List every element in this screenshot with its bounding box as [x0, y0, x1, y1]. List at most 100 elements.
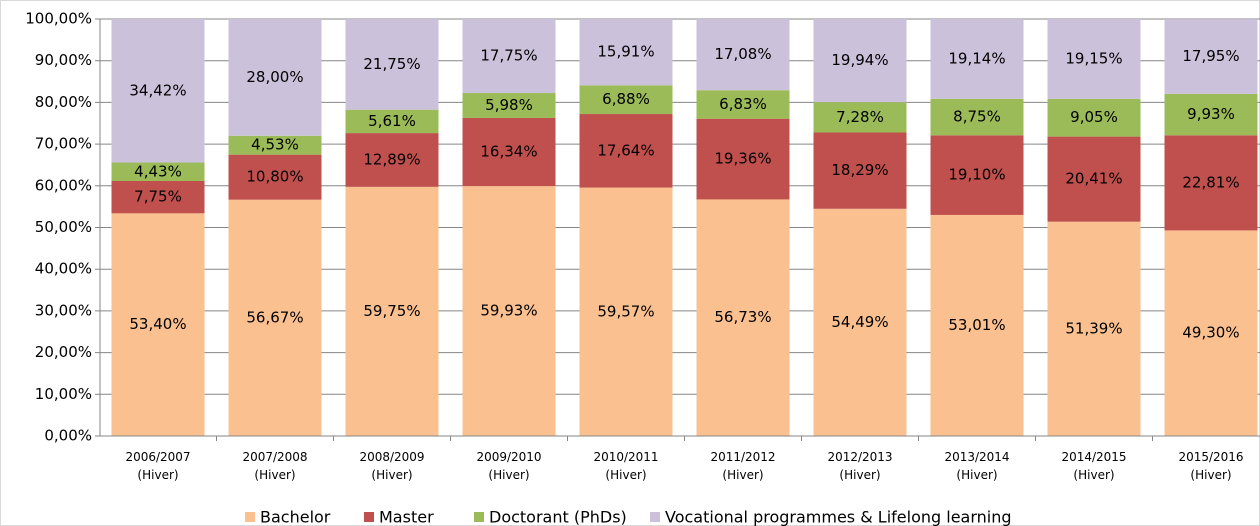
bar-segment	[813, 19, 907, 103]
data-label: 9,05%	[1070, 108, 1118, 126]
x-tick-label: 2014/2015 (Hiver)	[1061, 450, 1126, 482]
bar-segment	[813, 208, 907, 436]
bar-segment	[462, 19, 556, 94]
y-tick-label: 70,00%	[35, 135, 92, 153]
data-label: 17,75%	[480, 47, 537, 65]
data-label: 17,64%	[597, 141, 654, 159]
bar-segment	[462, 93, 556, 118]
data-label: 4,53%	[251, 136, 299, 154]
data-label: 6,83%	[719, 95, 767, 113]
data-label: 59,57%	[597, 302, 654, 320]
data-label: 34,42%	[129, 81, 186, 99]
x-tick-label: 2006/2007 (Hiver)	[125, 450, 190, 482]
data-label: 10,80%	[246, 168, 303, 186]
legend-swatch	[650, 512, 660, 522]
bar-segment	[228, 19, 322, 136]
y-tick-label: 30,00%	[35, 301, 92, 319]
data-label: 4,43%	[134, 162, 182, 180]
bar-segment	[579, 85, 673, 115]
bar-segment	[813, 102, 907, 133]
data-label: 53,01%	[948, 316, 1005, 334]
data-label: 19,15%	[1065, 49, 1122, 67]
bar-segment	[1047, 221, 1141, 436]
data-label: 56,67%	[246, 308, 303, 326]
data-label: 18,29%	[831, 161, 888, 179]
bar-segment	[579, 187, 673, 436]
bar-segment	[228, 135, 322, 155]
y-tick-label: 60,00%	[35, 176, 92, 194]
legend-label: Vocational programmes & Lifelong learnin…	[665, 508, 1012, 526]
bar-segment	[345, 19, 439, 110]
data-label: 7,75%	[134, 188, 182, 206]
bar-segment	[1047, 19, 1141, 99]
data-label: 15,91%	[597, 43, 654, 61]
y-tick-label: 90,00%	[35, 51, 92, 69]
data-label: 19,14%	[948, 49, 1005, 67]
bar-segment	[1164, 135, 1258, 231]
data-label: 6,88%	[602, 90, 650, 108]
data-label: 20,41%	[1065, 170, 1122, 188]
data-label: 9,93%	[1187, 105, 1235, 123]
bar-segment	[462, 186, 556, 436]
bar-segment	[1164, 19, 1258, 94]
data-label: 53,40%	[129, 315, 186, 333]
bar-segment	[696, 19, 790, 91]
bar-segment	[1047, 136, 1141, 222]
x-tick-label: 2015/2016 (Hiver)	[1178, 450, 1243, 482]
bar-segment	[579, 19, 673, 86]
x-tick-label: 2009/2010 (Hiver)	[476, 450, 541, 482]
bar-segment	[111, 213, 205, 436]
data-label: 17,95%	[1182, 47, 1239, 65]
bar-segment	[930, 19, 1024, 99]
data-label: 5,61%	[368, 112, 416, 130]
y-tick-label: 40,00%	[35, 260, 92, 278]
bar-segment	[111, 19, 205, 163]
bar-segment	[462, 117, 556, 187]
y-tick-label: 80,00%	[35, 93, 92, 111]
data-label: 21,75%	[363, 55, 420, 73]
y-tick-label: 0,00%	[44, 427, 92, 445]
legend-swatch	[474, 512, 484, 522]
data-label: 5,98%	[485, 96, 533, 114]
x-tick-label: 2011/2012 (Hiver)	[710, 450, 775, 482]
data-label: 28,00%	[246, 68, 303, 86]
data-label: 56,73%	[714, 308, 771, 326]
data-label: 19,94%	[831, 51, 888, 69]
data-label: 51,39%	[1065, 319, 1122, 337]
data-label: 54,49%	[831, 313, 888, 331]
data-label: 59,93%	[480, 302, 537, 320]
legend-swatch	[364, 512, 374, 522]
bar-segment	[111, 181, 205, 214]
data-label: 59,75%	[363, 302, 420, 320]
data-label: 49,30%	[1182, 324, 1239, 342]
bar-segment	[1164, 93, 1258, 136]
bar-segment	[579, 114, 673, 188]
data-label: 22,81%	[1182, 173, 1239, 191]
data-label: 16,34%	[480, 143, 537, 161]
bar-segment	[696, 90, 790, 119]
bar-segment	[345, 133, 439, 187]
bar-segment	[930, 214, 1024, 436]
x-tick-label: 2013/2014 (Hiver)	[944, 450, 1009, 482]
bar-segment	[111, 162, 205, 182]
data-label: 7,28%	[836, 108, 884, 126]
y-tick-label: 50,00%	[35, 218, 92, 236]
data-label: 17,08%	[714, 45, 771, 63]
bar-segment	[345, 186, 439, 436]
bar-segment	[228, 154, 322, 200]
data-label: 12,89%	[363, 150, 420, 168]
data-label: 19,36%	[714, 150, 771, 168]
x-tick-label: 2012/2013 (Hiver)	[827, 450, 892, 482]
y-tick-label: 100,00%	[25, 10, 92, 28]
legend-label: Doctorant (PhDs)	[489, 508, 627, 526]
bar-segment	[813, 132, 907, 209]
bar-segment	[228, 199, 322, 436]
x-tick-label: 2010/2011 (Hiver)	[593, 450, 658, 482]
legend-label: Bachelor	[260, 508, 331, 526]
bar-segment	[1164, 230, 1258, 436]
bar-segment	[696, 118, 790, 200]
bar-segment	[930, 135, 1024, 215]
bar-segment	[696, 199, 790, 436]
y-tick-label: 20,00%	[35, 343, 92, 361]
